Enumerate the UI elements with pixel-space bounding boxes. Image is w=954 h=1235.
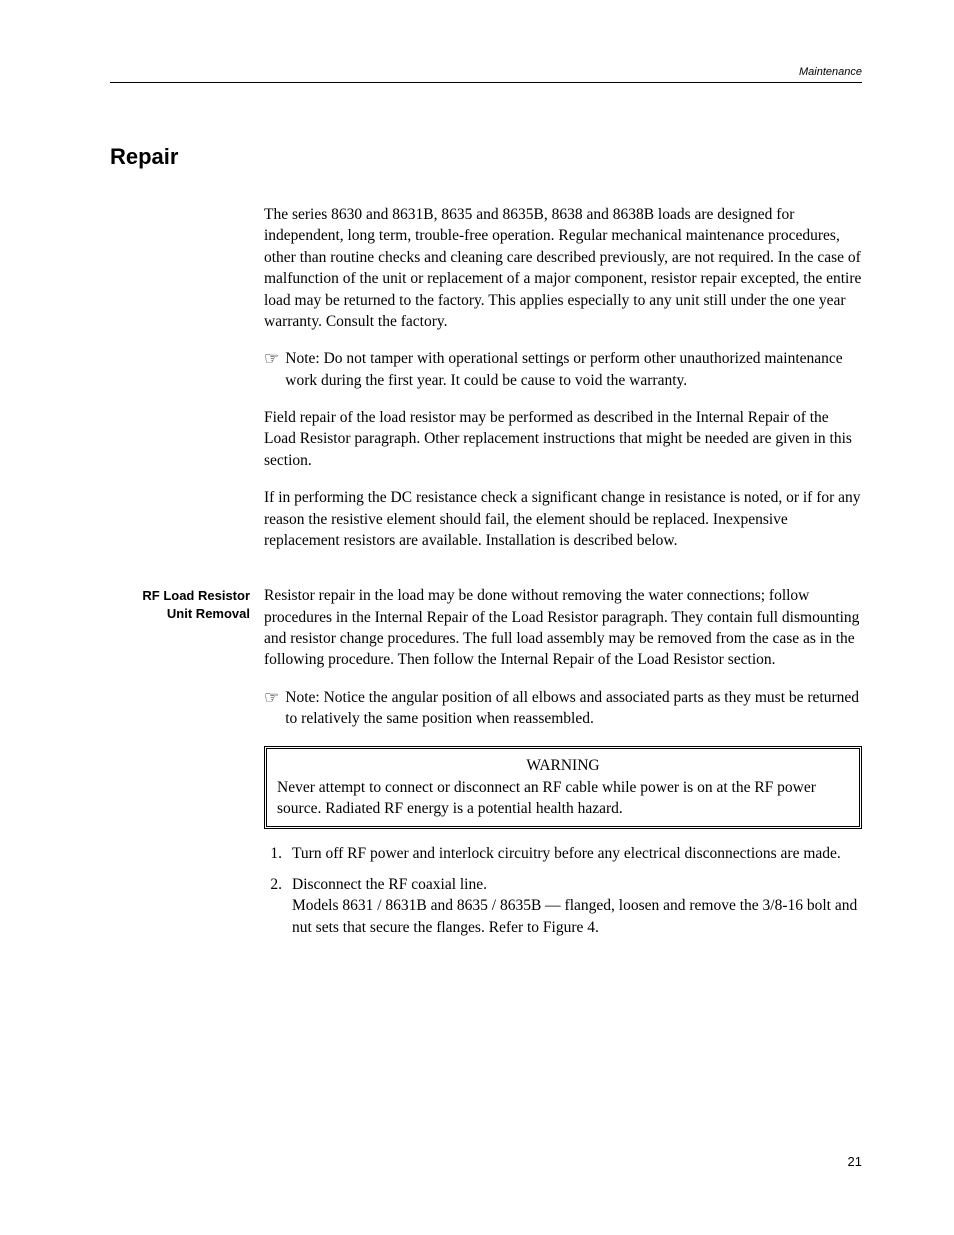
section-title: Repair [110,144,862,170]
rf-label: RF Load Resistor Unit Removal [110,585,264,948]
step-2: 2. Disconnect the RF coaxial line. Model… [264,874,862,938]
rf-para-1: Resistor repair in the load may be done … [264,585,862,671]
step-1-num: 1. [264,843,292,864]
rf-block: RF Load Resistor Unit Removal Resistor r… [110,585,862,948]
intro-note-1: ☞ Note: Do not tamper with operational s… [264,348,862,391]
intro-block: The series 8630 and 8631B, 8635 and 8635… [110,204,862,567]
intro-body-col: The series 8630 and 8631B, 8635 and 8635… [264,204,862,567]
rf-note: ☞ Note: Notice the angular position of a… [264,687,862,730]
step-2-line2: Models 8631 / 8631B and 8635 / 8635B — f… [292,895,862,938]
intro-label-col [110,204,264,567]
intro-para-1: The series 8630 and 8631B, 8635 and 8635… [264,204,862,332]
pointing-hand-icon: ☞ [264,348,279,391]
step-2-num: 2. [264,874,292,938]
page-number: 21 [848,1154,862,1169]
rf-note-text: Note: Notice the angular position of all… [285,687,862,730]
header-rule [110,82,862,83]
pointing-hand-icon: ☞ [264,687,279,730]
intro-note-1-text: Note: Do not tamper with operational set… [285,348,862,391]
rf-label-line1: RF Load Resistor [110,587,250,605]
header-section-label: Maintenance [799,66,862,78]
intro-para-2: Field repair of the load resistor may be… [264,407,862,471]
warning-title: WARNING [277,755,849,776]
step-2-text: Disconnect the RF coaxial line. Models 8… [292,874,862,938]
step-1: 1. Turn off RF power and interlock circu… [264,843,862,864]
intro-para-3: If in performing the DC resistance check… [264,487,862,551]
warning-text: Never attempt to connect or disconnect a… [277,778,849,820]
warning-box: WARNING Never attempt to connect or disc… [264,746,862,829]
rf-label-line2: Unit Removal [110,605,250,623]
rf-body-col: Resistor repair in the load may be done … [264,585,862,948]
step-1-text: Turn off RF power and interlock circuitr… [292,843,862,864]
step-2-line1: Disconnect the RF coaxial line. [292,874,862,895]
page-content: Repair The series 8630 and 8631B, 8635 a… [110,144,862,948]
